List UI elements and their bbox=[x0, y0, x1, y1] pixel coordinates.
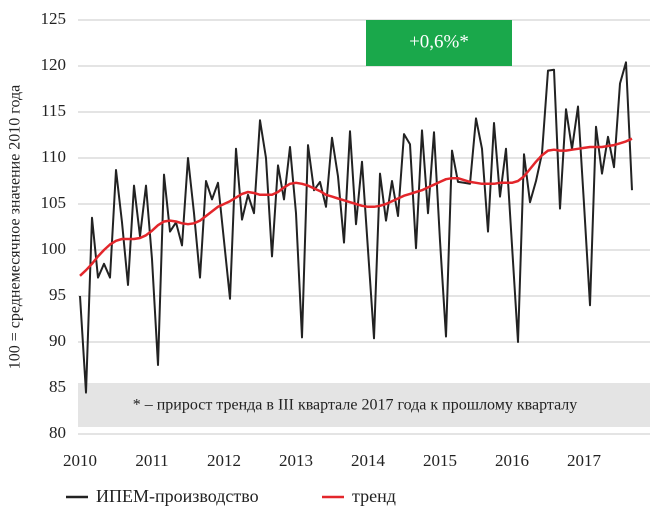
x-tick-label: 2014 bbox=[351, 451, 386, 470]
y-tick-label: 110 bbox=[41, 147, 66, 166]
y-tick-label: 80 bbox=[49, 423, 66, 442]
footnote-band bbox=[78, 383, 650, 427]
y-tick-label: 125 bbox=[41, 9, 67, 28]
annotation-box bbox=[366, 20, 512, 66]
series-line bbox=[79, 61, 633, 394]
annotation: +0,6%* bbox=[409, 31, 469, 52]
legend-label: ИПЕМ-производство bbox=[96, 486, 259, 506]
y-tick-label: 90 bbox=[49, 331, 66, 350]
footnote: * – прирост тренда в III квартале 2017 г… bbox=[133, 397, 578, 414]
y-tick-label: 95 bbox=[49, 285, 66, 304]
y-tick-label: 115 bbox=[41, 101, 66, 120]
y-tick-label: 100 bbox=[41, 239, 67, 258]
y-axis-label: 100 = среднемесячное значение 2010 года bbox=[7, 85, 24, 369]
x-tick-label: 2011 bbox=[135, 451, 168, 470]
x-tick-label: 2016 bbox=[495, 451, 529, 470]
y-tick-label: 105 bbox=[41, 193, 67, 212]
y-tick-label: 120 bbox=[41, 55, 67, 74]
x-tick-label: 2017 bbox=[567, 451, 602, 470]
legend-label: тренд bbox=[352, 486, 396, 506]
x-tick-label: 2015 bbox=[423, 451, 457, 470]
x-tick-label: 2013 bbox=[279, 451, 313, 470]
x-tick-label: 2012 bbox=[207, 451, 241, 470]
y-tick-label: 85 bbox=[49, 377, 66, 396]
x-tick-label: 2010 bbox=[63, 451, 97, 470]
series-line bbox=[79, 137, 633, 277]
